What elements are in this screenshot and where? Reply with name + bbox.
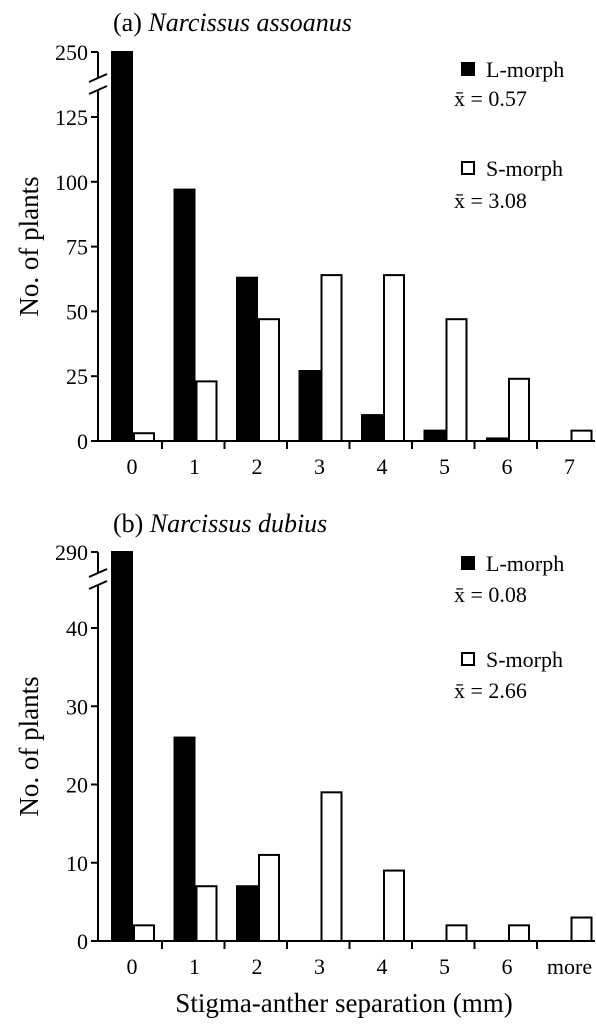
bar-l-morph (361, 414, 383, 442)
x-tick-label: 5 (439, 954, 450, 979)
y-tick-label: 0 (77, 929, 88, 954)
y-tick-label: 290 (55, 540, 88, 565)
axis-break-mark (88, 85, 108, 95)
x-tick-label: 4 (377, 454, 388, 479)
axis-break-mark (88, 580, 108, 590)
bar-s-morph (258, 853, 280, 942)
bar-s-morph (445, 318, 468, 442)
y-tick-label: 30 (66, 694, 88, 719)
bar-s-morph (508, 924, 530, 942)
y-tick-label: 75 (66, 235, 88, 260)
legend-swatch-l-morph (461, 556, 475, 570)
species-name: Narcissus assoanus (147, 8, 351, 37)
panel-label: (b) (113, 509, 150, 538)
legend-label-s-morph: S-morph (486, 156, 563, 181)
panel-title: (a) Narcissus assoanus (113, 8, 352, 37)
bar-s-morph (133, 432, 155, 442)
y-tick-label: 10 (66, 851, 88, 876)
species-name: Narcissus dubius (149, 509, 327, 538)
x-tick-label: 2 (252, 454, 263, 479)
y-axis-label: No. of plants (14, 176, 44, 316)
x-tick-label: 3 (314, 454, 325, 479)
legend-swatch-l-morph (461, 62, 475, 76)
bar-s-morph (133, 924, 155, 942)
axis-break-mark (88, 73, 108, 83)
x-axis-label: Stigma-anther separation (mm) (175, 988, 512, 1018)
bar-s-morph (320, 274, 343, 442)
bar-s-morph (445, 924, 468, 942)
legend-mean-l-morph: x̄ = 0.08 (454, 582, 527, 607)
y-tick-label: 100 (55, 170, 88, 195)
x-tick-label: 7 (564, 454, 575, 479)
panel-title: (b) Narcissus dubius (113, 509, 327, 538)
bar-l-morph (173, 188, 196, 442)
x-tick-label: 4 (377, 954, 388, 979)
x-tick-label: 6 (502, 954, 513, 979)
legend-label-l-morph: L-morph (486, 551, 564, 576)
y-tick-label: 25 (66, 364, 88, 389)
y-tick-label: 50 (66, 299, 88, 324)
x-tick-label: 5 (439, 454, 450, 479)
bar-l-morph (236, 885, 258, 942)
bar-l-morph (298, 370, 321, 442)
x-tick-label: 0 (127, 454, 138, 479)
legend-swatch-s-morph (461, 161, 475, 175)
bar-s-morph (570, 429, 593, 442)
bar-s-morph (258, 318, 280, 442)
bar-s-morph (195, 885, 218, 942)
bar-s-morph (570, 916, 593, 943)
y-tick-label: 0 (77, 429, 88, 454)
y-tick-label: 125 (55, 105, 88, 130)
x-tick-label: 1 (189, 954, 200, 979)
x-tick-label: 3 (314, 954, 325, 979)
bar-l-morph (486, 437, 508, 442)
y-axis-label: No. of plants (14, 676, 44, 816)
bar-l-morph (173, 736, 196, 942)
bar-l-morph (111, 51, 133, 442)
legend-swatch-s-morph (461, 652, 475, 666)
legend-mean-l-morph: x̄ = 0.57 (454, 86, 527, 111)
y-tick-label: 250 (55, 40, 88, 65)
bar-s-morph (383, 274, 405, 442)
x-tick-label: 6 (502, 454, 513, 479)
bar-s-morph (508, 377, 530, 442)
y-tick-label: 40 (66, 616, 88, 641)
legend-mean-s-morph: x̄ = 3.08 (454, 188, 527, 213)
x-tick-label: 2 (252, 954, 263, 979)
bar-l-morph (236, 276, 258, 443)
legend-label-l-morph: L-morph (486, 57, 564, 82)
bar-s-morph (383, 869, 405, 943)
x-tick-label: 0 (127, 954, 138, 979)
bar-s-morph (320, 791, 343, 943)
legend-label-s-morph: S-morph (486, 647, 563, 672)
y-tick-label: 20 (66, 773, 88, 798)
bar-l-morph (111, 551, 133, 942)
bar-s-morph (195, 380, 218, 443)
axis-break-mark (88, 568, 108, 578)
x-tick-label: more (547, 954, 592, 979)
bar-l-morph (423, 429, 446, 442)
panel-label: (a) (113, 8, 148, 37)
x-tick-label: 1 (189, 454, 200, 479)
legend-mean-s-morph: x̄ = 2.66 (454, 678, 527, 703)
